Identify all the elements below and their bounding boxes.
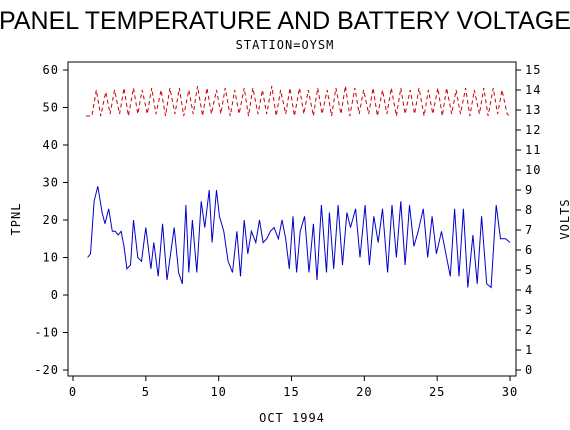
- x-axis: 0 5 10 15 20 25 30: [69, 376, 518, 399]
- y-right-tick-label: 0: [525, 363, 533, 377]
- y-right-tick-label: 3: [525, 303, 533, 317]
- x-tick-label: 20: [356, 385, 372, 399]
- y-right-tick-label: 11: [525, 143, 541, 157]
- y-left-tick-label: -10: [34, 326, 59, 340]
- chart-subtitle: STATION=OYSM: [236, 38, 335, 52]
- x-axis-label: OCT 1994: [259, 411, 325, 425]
- y-left-tick-label: 40: [43, 138, 59, 152]
- y-left-tick-label: 60: [43, 63, 59, 77]
- panel-temperature-line: [87, 186, 511, 289]
- y-left-tick-label: 50: [43, 101, 59, 115]
- x-tick-label: 25: [429, 385, 445, 399]
- y-right-tick-label: 2: [525, 323, 533, 337]
- x-tick-label: 5: [142, 385, 150, 399]
- y-right-tick-label: 6: [525, 243, 533, 257]
- y-left-tick-label: 10: [43, 251, 59, 265]
- y-right-tick-label: 8: [525, 203, 533, 217]
- y-left-tick-label: -20: [34, 363, 59, 377]
- x-tick-label: 0: [69, 385, 77, 399]
- chart-title: PANEL TEMPERATURE AND BATTERY VOLTAGE: [0, 7, 570, 35]
- x-tick-label: 30: [502, 385, 518, 399]
- y-right-tick-label: 12: [525, 123, 541, 137]
- battery-voltage-line: [86, 85, 511, 117]
- y-right-tick-label: 14: [525, 83, 541, 97]
- y-axis-left-label: TPNL: [9, 203, 23, 236]
- y-right-tick-label: 5: [525, 263, 533, 277]
- series-layer: [86, 85, 511, 289]
- y-right-tick-label: 7: [525, 223, 533, 237]
- y-left-tick-label: 0: [51, 288, 59, 302]
- y-axis-left: -20 -10 0 10 20 30 40 50 60: [34, 63, 68, 377]
- y-right-tick-label: 10: [525, 163, 541, 177]
- x-tick-label: 15: [283, 385, 299, 399]
- y-left-tick-label: 30: [43, 176, 59, 190]
- y-right-tick-label: 4: [525, 283, 533, 297]
- y-right-tick-label: 9: [525, 183, 533, 197]
- y-right-tick-label: 1: [525, 343, 533, 357]
- y-right-tick-label: 13: [525, 103, 541, 117]
- plot-frame: [67, 61, 517, 377]
- y-left-tick-label: 20: [43, 213, 59, 227]
- x-tick-label: 10: [210, 385, 226, 399]
- y-axis-right-label: VOLTS: [558, 198, 570, 239]
- y-right-tick-label: 15: [525, 63, 541, 77]
